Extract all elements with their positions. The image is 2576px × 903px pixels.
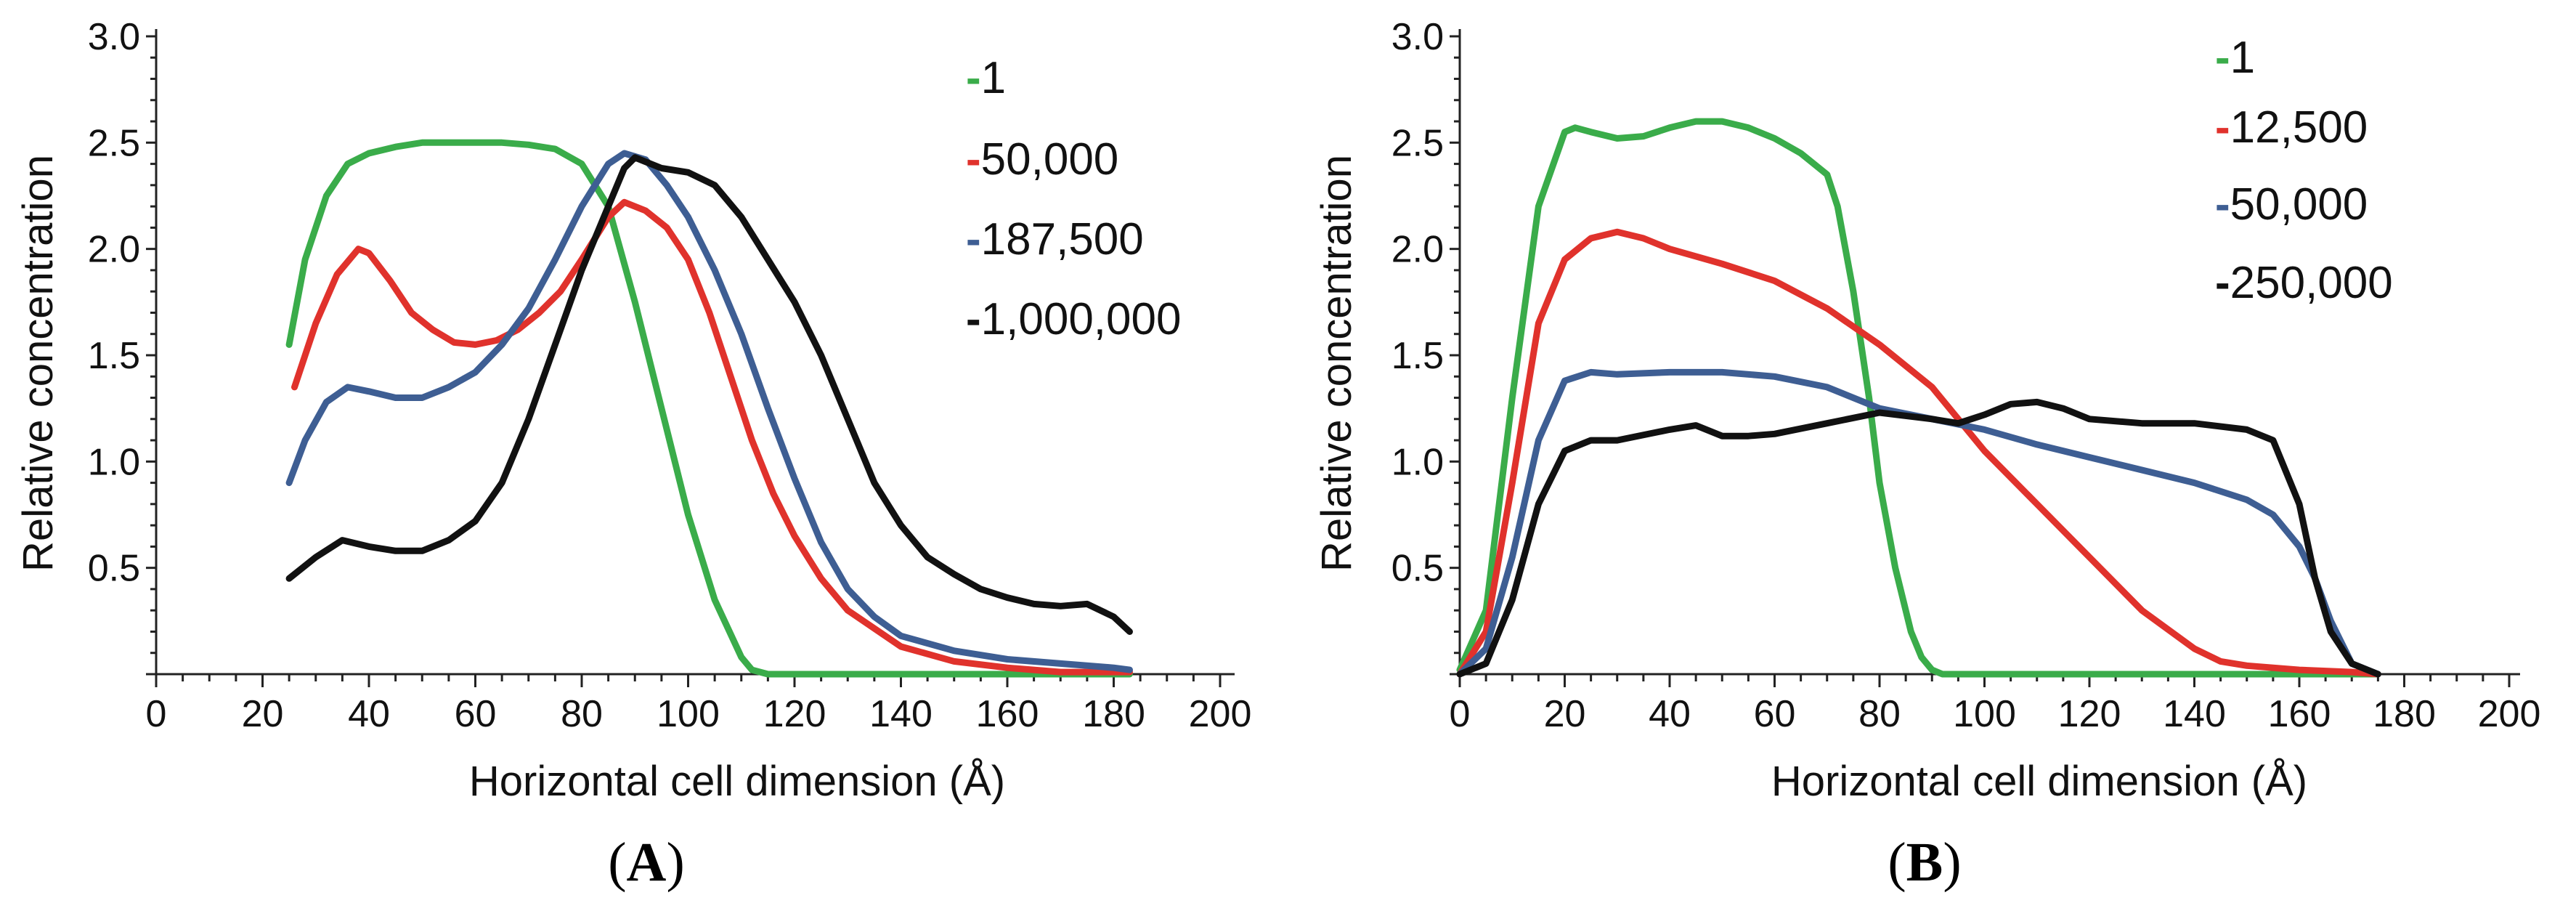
chart-a-y-tick-label: 1.5 bbox=[88, 335, 140, 377]
chart-b-y-tick-label: 1.5 bbox=[1391, 335, 1444, 377]
chart-b-y-ticks: 0.5 1.0 1.5 2.0 2.5 3.0 bbox=[1391, 16, 1444, 590]
chart-a-y-tick-label: 2.5 bbox=[88, 122, 140, 164]
chart-b-x-tick-label: 120 bbox=[2058, 693, 2121, 735]
chart-a-ylabel: Relative concentration bbox=[15, 155, 62, 572]
chart-b-x-tick-label: 140 bbox=[2163, 693, 2226, 735]
chart-a-legend-1000000: -1,000,000 bbox=[966, 294, 1181, 344]
chart-a-y-tick-label: 1.0 bbox=[88, 441, 140, 483]
chart-b-y-tick-label: 3.0 bbox=[1391, 16, 1444, 58]
chart-a-y-tick-label: 2.0 bbox=[88, 229, 140, 271]
chart-b-x-tick-label: 100 bbox=[1953, 693, 2016, 735]
panel-label-b: (B) bbox=[1888, 832, 1961, 893]
chart-a-xlabel: Horizontal cell dimension (Å) bbox=[469, 758, 1005, 805]
chart-a-x-tick-label: 60 bbox=[455, 693, 497, 735]
chart-b-x-tick-label: 20 bbox=[1544, 693, 1586, 735]
chart-a-x-tick-label: 160 bbox=[976, 693, 1039, 735]
chart-a-y-ticks: 0.5 1.0 1.5 2.0 2.5 3.0 bbox=[88, 16, 140, 590]
chart-b-y-tick-label: 1.0 bbox=[1391, 441, 1444, 483]
chart-b-series-lines bbox=[1456, 118, 2381, 678]
chart-b-legend-50000: -50,000 bbox=[2215, 179, 2368, 230]
chart-b-x-tick-label: 200 bbox=[2478, 693, 2541, 735]
chart-b-legend-1: -1 bbox=[2215, 33, 2255, 83]
chart-b-x-tick-label: 80 bbox=[1858, 693, 1901, 735]
chart-b-x-tick-label: 180 bbox=[2373, 693, 2436, 735]
chart-a-series-50000-line bbox=[291, 198, 1133, 676]
chart-b-x-ticks: 0 20 40 60 80 100 120 140 160 180 200 bbox=[1450, 674, 2541, 735]
chart-a-series-lines bbox=[285, 139, 1133, 678]
chart-a-x-tick-label: 20 bbox=[242, 693, 284, 735]
chart-a-x-tick-label: 40 bbox=[348, 693, 390, 735]
chart-a-x-tick-label: 200 bbox=[1189, 693, 1252, 735]
chart-a-y-tick-label: 0.5 bbox=[88, 548, 140, 590]
chart-b-y-tick-label: 0.5 bbox=[1391, 548, 1444, 590]
chart-a: Relative concentration Horizontal cell d… bbox=[15, 16, 1251, 893]
panel-label-a: (A) bbox=[608, 832, 685, 893]
chart-a-series-1-line bbox=[285, 139, 1133, 678]
chart-b-x-tick-label: 160 bbox=[2268, 693, 2331, 735]
chart-a-y-tick-label: 3.0 bbox=[88, 16, 140, 58]
chart-a-x-tick-label: 120 bbox=[763, 693, 826, 735]
chart-a-legend-187500: -187,500 bbox=[966, 214, 1144, 264]
chart-b-x-tick-label: 60 bbox=[1754, 693, 1796, 735]
chart-a-x-tick-label: 180 bbox=[1082, 693, 1145, 735]
chart-a-x-ticks: 0 20 40 60 80 100 120 140 160 180 200 bbox=[146, 674, 1252, 735]
chart-b-series-250000-line bbox=[1456, 398, 2381, 678]
chart-a-legend-50000: -50,000 bbox=[966, 134, 1118, 185]
chart-b-legend: -1 -12,500 -50,000 -250,000 bbox=[2215, 33, 2393, 308]
chart-a-x-tick-label: 80 bbox=[561, 693, 603, 735]
chart-b-series-1-line bbox=[1456, 118, 2381, 678]
chart-a-legend-1: -1 bbox=[966, 53, 1006, 103]
chart-b-y-tick-label: 2.5 bbox=[1391, 122, 1444, 164]
chart-b-legend-250000: -250,000 bbox=[2215, 258, 2393, 308]
chart-b-y-tick-label: 2.0 bbox=[1391, 229, 1444, 271]
chart-a-legend: -1 -50,000 -187,500 -1,000,000 bbox=[966, 53, 1181, 344]
chart-b-legend-12500: -12,500 bbox=[2215, 102, 2368, 153]
chart-a-x-tick-label: 0 bbox=[146, 693, 167, 735]
chart-b-ylabel: Relative concentration bbox=[1313, 155, 1360, 572]
chart-a-x-tick-label: 140 bbox=[869, 693, 933, 735]
chart-b-x-tick-label: 0 bbox=[1450, 693, 1471, 735]
chart-b-series-12500-line bbox=[1456, 228, 2381, 678]
chart-b-x-tick-label: 40 bbox=[1649, 693, 1691, 735]
chart-a-series-1000000-line bbox=[285, 154, 1133, 635]
chart-a-axes bbox=[155, 29, 1235, 676]
chart-b-xlabel: Horizontal cell dimension (Å) bbox=[1771, 758, 2307, 805]
chart-b: Relative concentration Horizontal cell d… bbox=[1313, 16, 2540, 893]
chart-a-x-tick-label: 100 bbox=[657, 693, 720, 735]
